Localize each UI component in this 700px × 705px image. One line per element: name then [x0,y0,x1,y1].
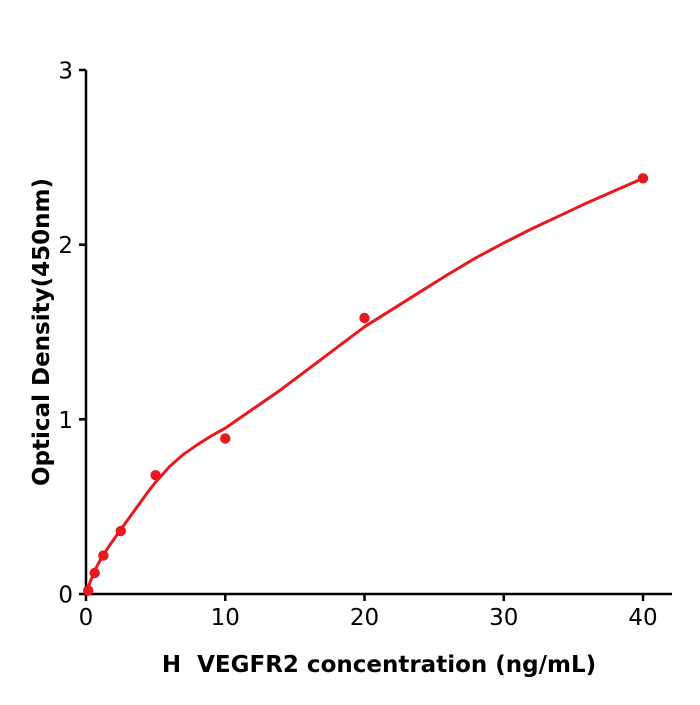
x-tick-label: 40 [628,605,657,631]
y-tick-label: 1 [58,408,73,434]
x-tick-label: 10 [211,605,240,631]
x-axis-title: H VEGFR2 concentration (ng/mL) [162,652,596,678]
y-tick-label: 0 [58,583,73,609]
y-axis-title: Optical Density(450nm) [29,178,55,486]
data-point [220,433,231,444]
x-tick-label: 0 [79,605,94,631]
fit-curve [84,176,645,596]
y-tick-label: 3 [58,59,73,85]
x-tick-label: 20 [350,605,379,631]
data-point [359,312,370,324]
y-tick-label: 2 [58,233,73,259]
x-tick-label: 30 [489,605,518,631]
